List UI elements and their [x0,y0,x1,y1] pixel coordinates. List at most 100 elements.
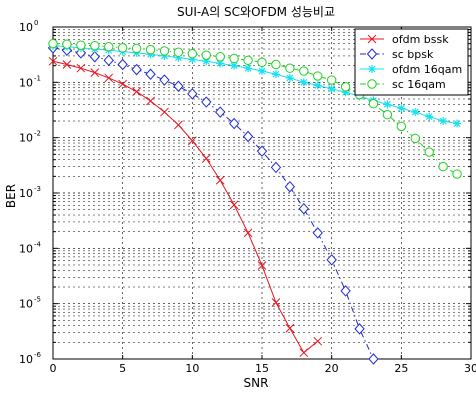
series-sc-16qam [48,38,462,179]
data-point [103,54,114,67]
data-point [326,254,337,266]
y-tick-label: 10 [19,76,33,89]
y-tick-label: 10 [19,353,33,366]
legend-item: ofdm bssk [360,33,449,46]
data-point [452,169,462,179]
x-tick-label: 5 [119,362,126,375]
data-point [285,63,295,73]
legend-label: ofdm bssk [392,33,449,46]
data-point [383,100,392,109]
data-point [230,61,239,70]
data-point [104,42,114,52]
data-point [340,285,351,297]
x-tick-label: 15 [255,362,269,375]
data-point [242,130,254,143]
data-point [187,48,198,59]
data-point [410,133,420,144]
data-point [243,55,253,66]
data-point [453,119,462,128]
data-point [411,108,420,117]
series-line [52,43,458,175]
data-point [104,73,114,83]
y-tick-label: 10 [19,298,33,311]
series-ofdm-bssk [48,56,323,358]
legend-item: sc 16qam [360,78,446,91]
data-point [48,56,58,66]
data-point [299,78,308,87]
chart-title: SUI-A의 SC와OFDM 성능비교 [177,5,335,19]
data-point [188,55,197,64]
data-point [397,104,406,113]
data-point [258,67,266,76]
y-tick-exponent: 0 [34,19,38,27]
data-point [215,106,226,118]
legend-marker [367,79,377,89]
data-point [173,80,184,92]
data-point [340,82,351,92]
data-point [271,70,280,79]
data-point [174,53,183,62]
data-point [145,44,156,55]
data-point [201,154,211,163]
data-point [439,117,448,126]
data-point [216,59,225,68]
data-point [285,323,295,333]
data-point [284,180,296,193]
data-point [76,63,86,73]
y-tick-label: 10 [19,187,33,200]
data-point [76,40,86,50]
data-point [396,121,407,132]
data-point [257,57,267,68]
x-tick-label: 25 [394,362,408,375]
x-tick-label: 20 [325,362,339,375]
data-point [174,120,183,130]
data-point [312,227,323,239]
data-point [313,81,322,90]
data-point [146,50,155,59]
data-point [271,59,281,70]
data-point [299,348,309,358]
legend: ofdm bssk sc bpsk ofdm 16qam sc 16qam [354,28,469,96]
data-point [131,63,142,76]
y-tick-label: 10 [19,132,33,145]
legend-item: ofdm 16qam [360,63,462,76]
data-point [229,53,239,64]
data-point [145,68,156,80]
data-point [382,110,393,120]
data-point [118,79,128,89]
data-point [271,298,281,307]
data-point [270,161,282,174]
data-point [228,117,240,130]
data-point [132,87,141,96]
data-point [368,353,379,365]
data-point [201,96,212,108]
data-point [173,47,184,57]
data-point [285,73,294,82]
data-point [187,88,198,100]
y-tick-exponent: -1 [34,74,41,82]
series-line [52,60,319,354]
data-point [62,39,72,49]
y-tick-exponent: -3 [34,185,41,193]
data-point [313,71,323,81]
data-point [215,52,225,62]
data-point [425,112,434,121]
data-point [146,96,155,106]
data-point [354,323,365,335]
data-point [160,51,169,60]
data-point [244,64,253,73]
data-point [131,43,142,54]
data-point [341,88,350,97]
data-point [202,57,211,66]
y-tick-exponent: -2 [34,130,41,138]
legend-label: sc 16qam [392,78,446,91]
data-point [368,99,379,109]
data-point [90,40,100,51]
legend-label: ofdm 16qam [392,63,462,76]
x-tick-label: 0 [50,362,57,375]
data-point [299,66,309,76]
data-point [229,200,239,210]
data-point [298,202,309,215]
